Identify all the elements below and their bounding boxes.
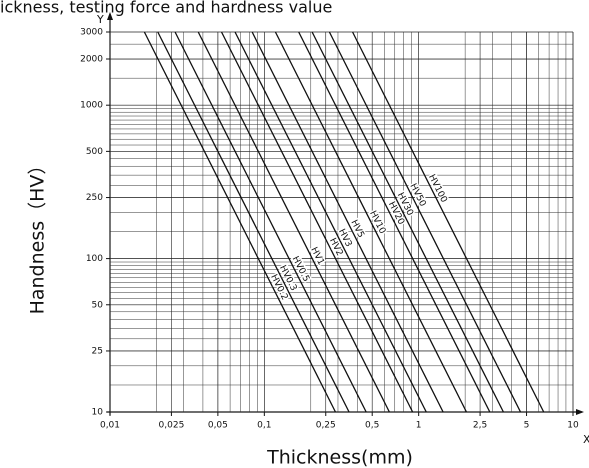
series-line — [234, 31, 427, 413]
y-tick-label: 1000 — [80, 101, 103, 111]
x-axis-label: Thickness(mm) — [266, 447, 413, 468]
series-line — [143, 31, 337, 413]
chart-title: ickness, testing force and hardness valu… — [0, 0, 332, 17]
y-tick-label: 10 — [92, 408, 104, 418]
series-line — [220, 31, 414, 413]
x-tick-label: 2,5 — [473, 421, 487, 431]
y-tick-label: 500 — [86, 147, 103, 157]
y-arrow — [107, 12, 113, 20]
series-line — [298, 31, 491, 413]
y-tick-label: 250 — [86, 193, 103, 203]
x-tick-label: 10 — [567, 421, 579, 431]
x-tick-label: 0,25 — [316, 421, 336, 431]
series-line — [328, 31, 522, 413]
x-tick-label: 0,1 — [257, 421, 271, 431]
x-tick-label: 0,01 — [100, 421, 120, 431]
x-tick-label: 1 — [416, 421, 422, 431]
x-axis-name: X — [583, 433, 589, 446]
y-tick-label: 3000 — [80, 28, 103, 38]
series-line — [274, 31, 468, 413]
series-line — [157, 31, 350, 413]
series-label: HV100 — [426, 173, 449, 205]
x-tick-label: 0,025 — [159, 421, 185, 431]
x-tick-label: 5 — [524, 421, 530, 431]
x-arrow — [576, 409, 584, 415]
series-line — [174, 31, 367, 413]
series-line — [251, 31, 444, 413]
y-tick-label: 100 — [86, 254, 103, 264]
series-line — [351, 31, 545, 413]
y-tick-label: 2000 — [80, 55, 103, 65]
series-line — [197, 31, 390, 413]
y-tick-label: 50 — [92, 300, 104, 310]
x-tick-label: 0,5 — [365, 421, 379, 431]
y-tick-label: 25 — [92, 346, 103, 356]
y-axis-label: Handness（HV） — [27, 156, 49, 315]
y-axis-name: Y — [96, 13, 104, 26]
x-tick-label: 0,05 — [208, 421, 228, 431]
series-line — [311, 31, 504, 413]
